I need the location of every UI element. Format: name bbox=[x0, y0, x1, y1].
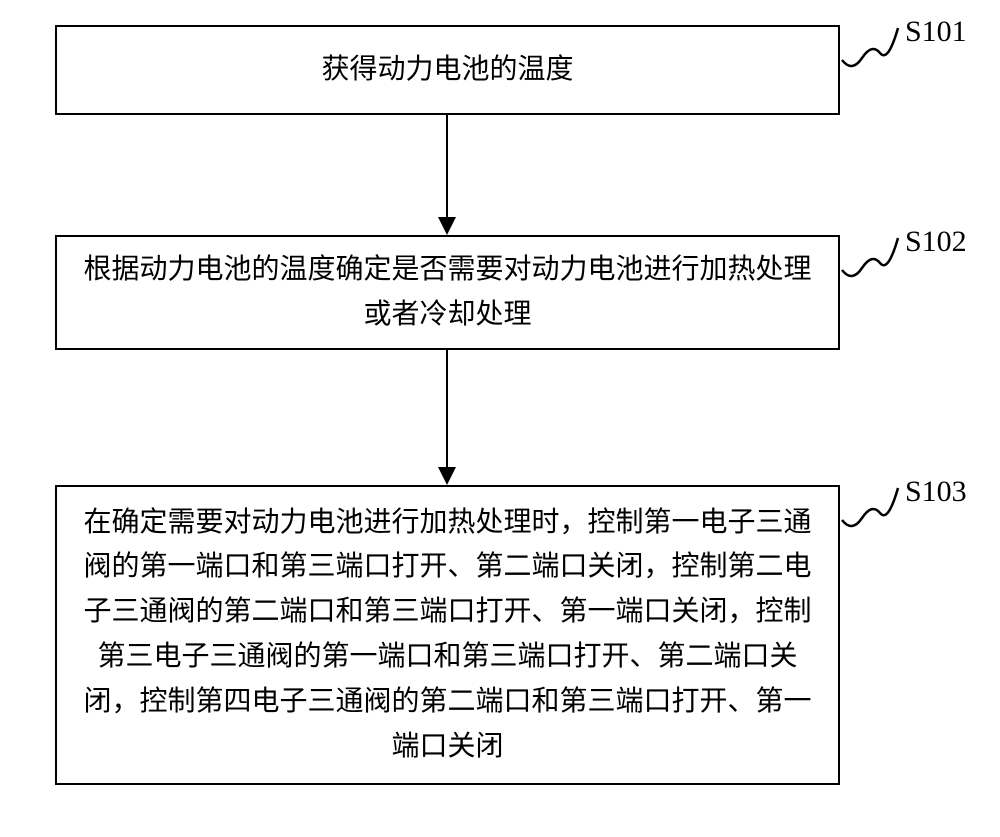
flow-arrow bbox=[446, 350, 448, 467]
flow-node-s102: 根据动力电池的温度确定是否需要对动力电池进行加热处理或者冷却处理 bbox=[55, 235, 840, 350]
flow-node-text: 根据动力电池的温度确定是否需要对动力电池进行加热处理或者冷却处理 bbox=[77, 248, 818, 338]
flow-node-label: S101 bbox=[905, 15, 967, 49]
flow-node-label: S103 bbox=[905, 475, 967, 509]
flow-node-label: S102 bbox=[905, 225, 967, 259]
flowchart-canvas: 获得动力电池的温度 S101 根据动力电池的温度确定是否需要对动力电池进行加热处… bbox=[0, 0, 1000, 837]
connector-squiggle bbox=[840, 478, 900, 538]
connector-squiggle bbox=[840, 228, 900, 288]
flow-node-text: 获得动力电池的温度 bbox=[321, 48, 573, 93]
connector-squiggle bbox=[840, 18, 900, 78]
flow-arrow-head bbox=[438, 467, 456, 485]
flow-arrow bbox=[446, 115, 448, 217]
flow-node-s103: 在确定需要对动力电池进行加热处理时，控制第一电子三通阀的第一端口和第三端口打开、… bbox=[55, 485, 840, 785]
flow-arrow-head bbox=[438, 217, 456, 235]
flow-node-s101: 获得动力电池的温度 bbox=[55, 25, 840, 115]
flow-node-text: 在确定需要对动力电池进行加热处理时，控制第一电子三通阀的第一端口和第三端口打开、… bbox=[77, 501, 818, 770]
